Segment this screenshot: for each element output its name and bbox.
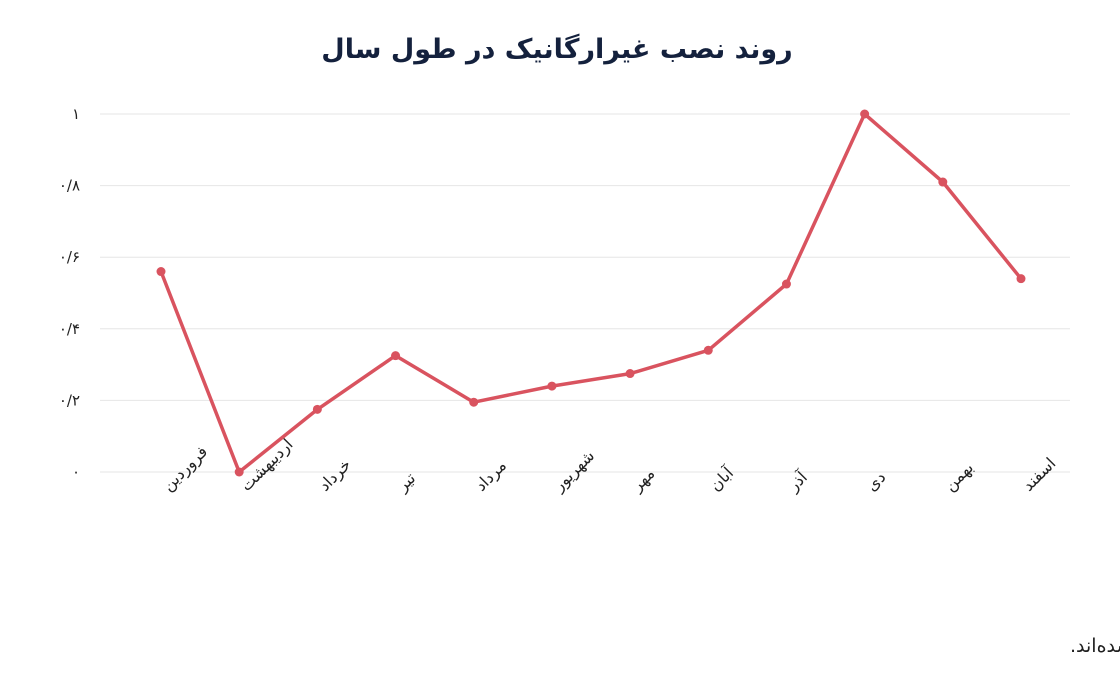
data-point <box>469 397 479 407</box>
data-point <box>391 351 401 361</box>
chart-title: روند نصب غیرارگانیک در طول سال <box>321 33 792 65</box>
x-tick-label: مرداد <box>471 456 511 496</box>
y-tick-label: ۰/۶ <box>59 248 80 266</box>
y-axis-ticks: ۰ ۰/۲ ۰/۴ ۰/۶ ۰/۸ ۱ <box>59 105 80 481</box>
data-point <box>1016 274 1026 284</box>
data-point <box>938 177 948 187</box>
x-tick-label: شهریور <box>549 446 599 496</box>
y-tick-label: ۰/۲ <box>59 391 80 409</box>
data-point <box>312 404 322 414</box>
data-point <box>234 467 244 477</box>
footnote: * تمامی اعداد در این نمودار بین صفر و یک… <box>1070 635 1120 657</box>
data-point <box>625 369 635 379</box>
data-point <box>547 381 557 391</box>
x-tick-label: تیر <box>392 469 420 497</box>
data-point <box>860 109 870 119</box>
x-tick-label: آبان <box>706 462 739 495</box>
x-tick-label: آذر <box>783 467 813 497</box>
x-tick-label: مهر <box>627 464 659 496</box>
data-point <box>703 345 713 355</box>
data-point <box>781 279 791 289</box>
y-tick-label: ۰/۴ <box>59 320 80 338</box>
x-axis-ticks: فروردین اردیبهشت خرداد تیر مرداد شهریور مهر آبا… <box>158 435 1059 496</box>
x-tick-label: اسفند <box>1018 454 1059 495</box>
y-tick-label: ۰ <box>72 463 80 481</box>
y-tick-label: ۱ <box>72 105 80 123</box>
data-points <box>156 109 1026 477</box>
grid-lines <box>100 113 1070 473</box>
x-tick-label: فروردین <box>158 442 212 496</box>
data-point <box>156 267 166 277</box>
x-tick-label: خرداد <box>315 455 356 496</box>
x-tick-label: بهمن <box>940 458 978 496</box>
series-line <box>159 112 1023 474</box>
y-tick-label: ۰/۸ <box>59 177 80 195</box>
